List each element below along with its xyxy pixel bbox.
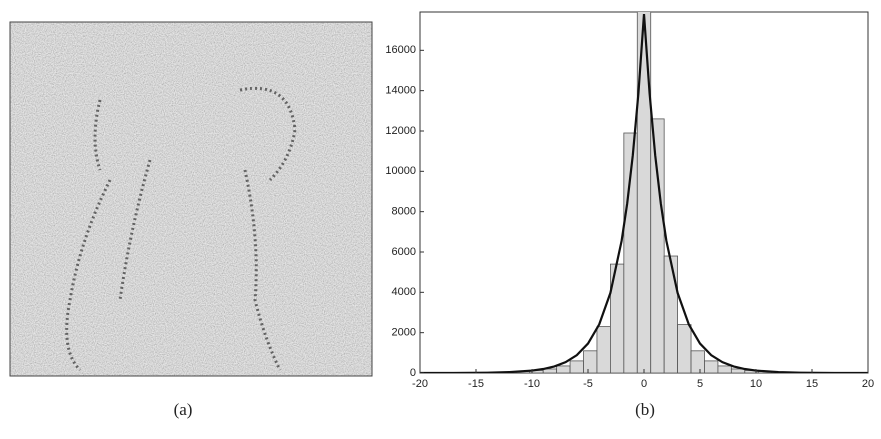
y-tick-label: 12000 bbox=[385, 125, 416, 137]
image-border bbox=[9, 21, 373, 377]
bar bbox=[717, 365, 732, 373]
bar bbox=[650, 118, 665, 373]
image-edges bbox=[65, 86, 297, 372]
bar bbox=[636, 12, 652, 373]
fit-line bbox=[420, 13, 868, 373]
bar bbox=[663, 255, 678, 373]
x-tick-label: 10 bbox=[750, 378, 762, 390]
chart-caption: (b) bbox=[635, 400, 655, 419]
axes: -20 -15 -10 -5 0 5 10 15 20 0 2000 4000 6000 8000 1000… bbox=[385, 44, 874, 390]
x-tick-label: 0 bbox=[641, 378, 647, 390]
y-tick-label: 16000 bbox=[385, 44, 416, 56]
y-tick-label: 14000 bbox=[385, 85, 416, 97]
x-tick-label: 20 bbox=[862, 378, 874, 390]
bar bbox=[690, 350, 705, 373]
x-tick-label: 5 bbox=[697, 378, 703, 390]
bar bbox=[569, 360, 584, 373]
y-tick-label: 6000 bbox=[392, 246, 416, 258]
y-tick-label: 8000 bbox=[392, 206, 416, 218]
y-tick-label: 0 bbox=[410, 367, 416, 379]
x-tick-label: -5 bbox=[583, 378, 593, 390]
bar bbox=[583, 350, 598, 373]
y-tick-label: 10000 bbox=[385, 165, 416, 177]
plot-content bbox=[420, 12, 868, 373]
image-texture bbox=[10, 22, 372, 376]
x-tick-label: -20 bbox=[412, 378, 428, 390]
bar bbox=[556, 365, 571, 373]
y-tick-label: 2000 bbox=[392, 327, 416, 339]
image-caption: (a) bbox=[174, 400, 193, 419]
bar bbox=[677, 324, 692, 373]
x-tick-label: -10 bbox=[524, 378, 540, 390]
bar bbox=[704, 360, 719, 373]
x-tick-label: -15 bbox=[468, 378, 484, 390]
bar bbox=[596, 326, 611, 373]
image-panel bbox=[9, 21, 373, 377]
x-tick-label: 15 bbox=[806, 378, 818, 390]
y-tick-label: 4000 bbox=[392, 286, 416, 298]
